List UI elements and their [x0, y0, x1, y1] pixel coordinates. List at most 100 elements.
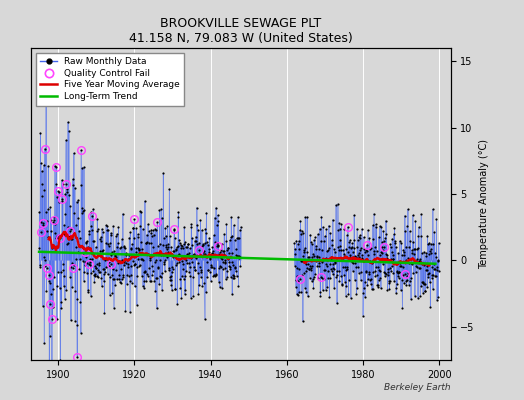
- Point: [341, 293, 350, 299]
- Point: [343, 264, 352, 270]
- Point: [324, 222, 333, 229]
- Point: [104, 259, 113, 265]
- Point: [56, 356, 64, 363]
- Point: [91, 271, 100, 278]
- Point: [184, 241, 192, 248]
- Point: [198, 283, 206, 289]
- Point: [319, 257, 328, 264]
- Point: [200, 251, 208, 257]
- Point: [131, 261, 139, 268]
- Point: [391, 244, 400, 250]
- Point: [392, 268, 401, 275]
- Point: [402, 257, 411, 264]
- Point: [226, 264, 234, 270]
- Point: [156, 273, 165, 279]
- Point: [339, 257, 347, 264]
- Point: [224, 250, 233, 257]
- Point: [54, 188, 62, 194]
- Point: [387, 263, 396, 270]
- Point: [219, 266, 227, 272]
- Point: [121, 256, 129, 263]
- Point: [326, 230, 334, 236]
- Point: [50, 162, 59, 169]
- Point: [178, 272, 186, 279]
- Point: [153, 219, 161, 226]
- Point: [127, 246, 136, 252]
- Point: [356, 277, 365, 284]
- Point: [201, 226, 210, 232]
- Point: [46, 204, 54, 211]
- Point: [329, 265, 337, 271]
- Point: [110, 305, 118, 311]
- Point: [182, 244, 190, 250]
- Point: [128, 279, 136, 286]
- Point: [401, 271, 409, 277]
- Point: [409, 270, 418, 276]
- Point: [339, 264, 347, 270]
- Point: [110, 248, 118, 255]
- Point: [163, 254, 171, 260]
- Point: [72, 198, 81, 205]
- Point: [105, 243, 113, 250]
- Point: [345, 252, 354, 258]
- Point: [123, 257, 132, 264]
- Point: [432, 264, 441, 270]
- Point: [333, 200, 342, 207]
- Point: [313, 263, 321, 269]
- Point: [205, 235, 213, 241]
- Point: [429, 272, 438, 278]
- Point: [406, 228, 414, 234]
- Point: [334, 226, 342, 233]
- Point: [195, 247, 203, 254]
- Point: [117, 280, 125, 286]
- Point: [168, 287, 176, 293]
- Point: [212, 271, 221, 277]
- Point: [94, 262, 103, 268]
- Point: [415, 258, 423, 264]
- Point: [180, 224, 189, 230]
- Point: [96, 238, 105, 244]
- Point: [341, 278, 349, 285]
- Point: [103, 223, 112, 229]
- Point: [202, 289, 210, 296]
- Point: [360, 285, 368, 291]
- Point: [37, 160, 45, 166]
- Point: [354, 237, 362, 243]
- Point: [369, 269, 377, 275]
- Point: [204, 242, 213, 248]
- Point: [170, 227, 178, 234]
- Point: [335, 278, 344, 284]
- Point: [68, 236, 77, 242]
- Point: [161, 225, 169, 231]
- Point: [362, 256, 370, 262]
- Point: [346, 295, 355, 301]
- Point: [78, 210, 86, 216]
- Point: [164, 249, 172, 256]
- Point: [367, 286, 376, 292]
- Point: [193, 241, 201, 248]
- Point: [294, 238, 303, 244]
- Point: [175, 250, 183, 257]
- Point: [229, 275, 237, 281]
- Point: [295, 288, 303, 295]
- Point: [144, 221, 152, 228]
- Point: [157, 206, 165, 213]
- Point: [428, 274, 436, 281]
- Point: [108, 276, 117, 282]
- Point: [188, 259, 196, 265]
- Point: [330, 285, 339, 291]
- Point: [107, 249, 116, 255]
- Point: [420, 249, 428, 255]
- Point: [155, 251, 163, 257]
- Point: [220, 231, 228, 238]
- Point: [357, 269, 365, 275]
- Point: [332, 202, 340, 208]
- Point: [129, 224, 137, 231]
- Point: [45, 272, 53, 278]
- Point: [152, 275, 161, 282]
- Point: [174, 209, 183, 216]
- Point: [347, 243, 356, 250]
- Point: [194, 240, 203, 246]
- Point: [348, 259, 356, 265]
- Point: [47, 216, 56, 223]
